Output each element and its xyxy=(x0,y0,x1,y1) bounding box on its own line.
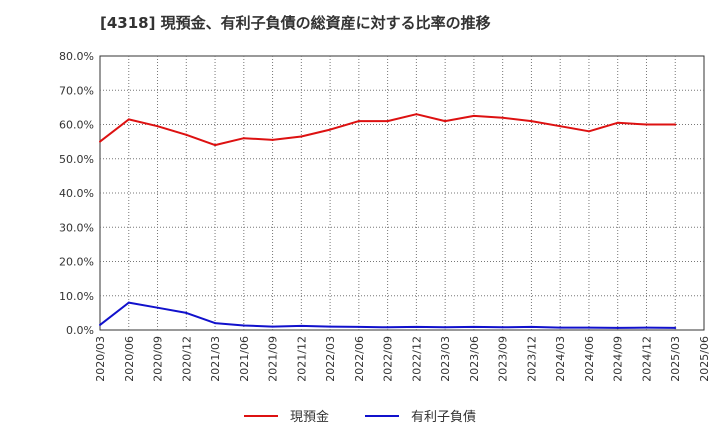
series-1-point xyxy=(185,311,188,314)
x-axis-ticks: 2020/03 2020/06 2020/09 2020/12 2021/03 2021/… xyxy=(94,336,711,382)
series-1-point xyxy=(300,324,303,327)
series-0-point xyxy=(587,130,590,133)
y-axis-ticks: 0.0% 10.0% 20.0% 30.0% 40.0% 50.0% 60.0% 70.0% 8… xyxy=(59,50,94,337)
x-tick-label: 2024/12 xyxy=(640,336,653,382)
series-1-point xyxy=(214,322,217,325)
series-lines xyxy=(99,113,677,329)
series-0-point xyxy=(386,120,389,123)
y-tick-label: 0.0% xyxy=(66,324,94,337)
series-0-point xyxy=(99,140,101,143)
series-0-point xyxy=(674,123,677,126)
series-0-point xyxy=(300,135,303,138)
series-1-point xyxy=(415,325,418,328)
x-tick-label: 2021/03 xyxy=(209,336,222,382)
y-tick-label: 50.0% xyxy=(59,153,94,166)
series-1-point xyxy=(645,326,648,329)
series-0-point xyxy=(415,113,418,116)
series-0-point xyxy=(645,123,648,126)
series-1-point xyxy=(357,325,360,328)
legend-label-cash: 現預金 xyxy=(289,410,329,425)
series-0-point xyxy=(329,128,332,131)
series-1-point xyxy=(271,325,274,328)
series-0-point xyxy=(530,120,533,123)
series-1-point xyxy=(156,306,159,309)
x-tick-label: 2025/03 xyxy=(669,336,682,382)
series-1-point xyxy=(472,325,475,328)
legend-item-cash: 現預金 xyxy=(243,406,329,425)
series-0-point xyxy=(472,114,475,117)
series-0-point xyxy=(444,120,447,123)
x-tick-label: 2021/09 xyxy=(267,336,280,382)
x-tick-label: 2023/06 xyxy=(468,336,481,382)
x-tick-label: 2020/09 xyxy=(152,336,165,382)
series-0-point xyxy=(214,144,217,147)
series-0-point xyxy=(242,137,245,140)
series-1-point xyxy=(559,326,562,329)
chart-title: [4318] 現預金、有利子負債の総資産に対する比率の推移 xyxy=(100,14,491,32)
x-tick-label: 2022/09 xyxy=(382,336,395,382)
series-1-point xyxy=(127,301,130,304)
series-1-point xyxy=(674,326,677,329)
y-tick-label: 10.0% xyxy=(59,290,94,303)
y-tick-label: 80.0% xyxy=(59,50,94,63)
series-0-point xyxy=(271,138,274,141)
x-tick-label: 2023/09 xyxy=(497,336,510,382)
x-tick-label: 2022/12 xyxy=(410,336,423,382)
x-tick-label: 2025/06 xyxy=(698,336,711,382)
grid-lines xyxy=(100,56,704,330)
series-1-point xyxy=(99,323,101,326)
x-tick-label: 2022/06 xyxy=(353,336,366,382)
series-0-point xyxy=(357,120,360,123)
y-tick-label: 40.0% xyxy=(59,187,94,200)
series-0-point xyxy=(616,121,619,124)
x-tick-label: 2023/03 xyxy=(439,336,452,382)
series-0-point xyxy=(559,125,562,128)
series-0-point xyxy=(185,133,188,136)
x-tick-label: 2020/12 xyxy=(180,336,193,382)
legend-swatch-cash xyxy=(243,414,278,417)
x-tick-label: 2020/03 xyxy=(94,336,107,382)
series-1-point xyxy=(616,326,619,329)
series-1-point xyxy=(530,325,533,328)
series-0-point xyxy=(127,118,130,121)
x-tick-label: 2023/12 xyxy=(525,336,538,382)
y-tick-label: 30.0% xyxy=(59,221,94,234)
legend-item-debt: 有利子負債 xyxy=(365,406,476,425)
series-1-point xyxy=(242,324,245,327)
series-1-point xyxy=(329,325,332,328)
series-1-point xyxy=(501,326,504,329)
series-1-point xyxy=(386,326,389,329)
legend: 現預金 有利子負債 xyxy=(0,406,720,425)
x-tick-label: 2024/06 xyxy=(583,336,596,382)
y-tick-label: 70.0% xyxy=(59,84,94,97)
y-tick-label: 60.0% xyxy=(59,119,94,132)
series-1-point xyxy=(444,326,447,329)
series-0-point xyxy=(501,116,504,119)
y-tick-label: 20.0% xyxy=(59,256,94,269)
x-tick-label: 2020/06 xyxy=(123,336,136,382)
series-0-point xyxy=(156,125,159,128)
legend-swatch-debt xyxy=(365,414,399,417)
legend-label-debt: 有利子負債 xyxy=(411,410,477,425)
x-tick-label: 2024/09 xyxy=(612,336,625,382)
x-tick-label: 2024/03 xyxy=(554,336,567,382)
series-1-point xyxy=(587,326,590,329)
x-tick-label: 2021/12 xyxy=(295,336,308,382)
x-tick-label: 2021/06 xyxy=(238,336,251,382)
x-tick-label: 2022/03 xyxy=(324,336,337,382)
